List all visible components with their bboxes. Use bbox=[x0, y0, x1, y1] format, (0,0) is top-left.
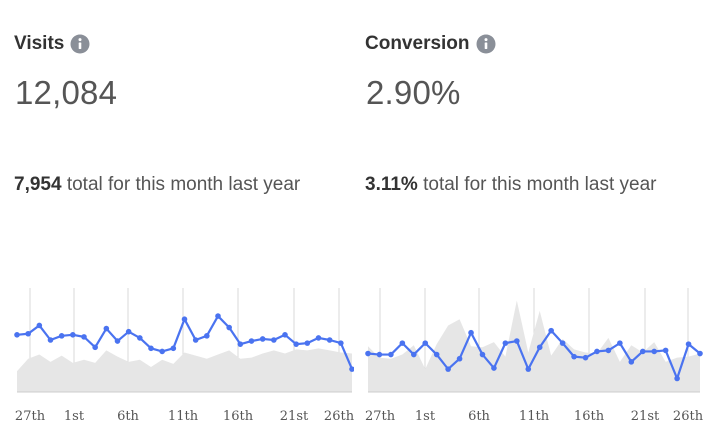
data-point bbox=[125, 328, 132, 335]
data-point bbox=[536, 344, 543, 351]
data-point bbox=[148, 345, 154, 352]
visits-sparkline-svg: 27th 1st 6th 11th 16th 21st 26th bbox=[14, 288, 355, 424]
data-point bbox=[271, 337, 277, 343]
data-point bbox=[248, 338, 255, 344]
data-point bbox=[433, 351, 440, 358]
data-point bbox=[237, 341, 244, 347]
visits-compare-value: 7,954 bbox=[14, 174, 62, 195]
data-point bbox=[582, 354, 589, 361]
visits-sparkline-chart[interactable]: 27th 1st 6th 11th 16th 21st 26th bbox=[14, 280, 355, 430]
data-point bbox=[388, 351, 394, 358]
data-point bbox=[479, 351, 486, 358]
x-tick-label: 11th bbox=[519, 409, 550, 424]
data-point bbox=[514, 338, 520, 344]
visits-value: 12,084 bbox=[15, 74, 118, 111]
data-point bbox=[571, 353, 577, 360]
data-point bbox=[36, 322, 43, 329]
data-point bbox=[14, 332, 20, 338]
info-icon[interactable] bbox=[476, 34, 496, 54]
conversion-compare-text: total for this month last year bbox=[417, 174, 657, 195]
data-point bbox=[159, 348, 165, 355]
conversion-sparkline-chart[interactable]: 27th 1st 6th 11th 16th 21st 26th bbox=[365, 280, 716, 430]
data-point bbox=[502, 340, 509, 346]
data-point bbox=[81, 334, 87, 340]
data-point bbox=[468, 329, 474, 336]
data-point bbox=[639, 348, 646, 355]
conversion-value: 2.90% bbox=[366, 74, 461, 111]
x-tick-label: 26th bbox=[673, 409, 704, 424]
data-point bbox=[192, 337, 199, 343]
data-point bbox=[282, 332, 288, 338]
visits-compare-text: total for this month last year bbox=[61, 174, 301, 195]
data-point bbox=[365, 350, 371, 357]
x-tick-label: 21st bbox=[631, 409, 660, 424]
x-tick-label: 6th bbox=[117, 409, 139, 424]
conversion-compare: 3.11% total for this month last year bbox=[365, 166, 705, 204]
data-point bbox=[304, 340, 311, 346]
data-point bbox=[338, 340, 344, 346]
data-point bbox=[697, 350, 703, 357]
conversion-title: Conversion bbox=[365, 33, 470, 54]
visits-compare: 7,954 total for this month last year bbox=[14, 166, 354, 204]
visits-card: Visits 12,084 7,954 total for this month… bbox=[14, 0, 355, 441]
x-tick-label: 26th bbox=[324, 409, 354, 424]
x-tick-label: 1st bbox=[415, 409, 436, 424]
conversion-sparkline-svg: 27th 1st 6th 11th 16th 21st 26th bbox=[365, 288, 704, 424]
data-point bbox=[25, 330, 31, 337]
data-point bbox=[259, 336, 266, 342]
x-tick-label: 1st bbox=[64, 409, 85, 424]
data-point bbox=[456, 355, 463, 362]
x-tick-label: 16th bbox=[223, 409, 254, 424]
data-point bbox=[422, 340, 429, 346]
data-point bbox=[594, 348, 600, 355]
comparison-area bbox=[368, 300, 700, 392]
data-point bbox=[605, 347, 612, 354]
data-point bbox=[674, 375, 680, 382]
data-point bbox=[548, 327, 554, 334]
data-point bbox=[293, 341, 299, 347]
data-point bbox=[410, 351, 417, 358]
x-tick-label: 16th bbox=[574, 409, 605, 424]
x-tick-label: 11th bbox=[168, 409, 199, 424]
data-point bbox=[491, 365, 497, 371]
visits-title-row: Visits bbox=[14, 30, 90, 58]
data-point bbox=[525, 366, 532, 372]
data-point bbox=[181, 316, 188, 322]
data-point bbox=[137, 335, 143, 341]
comparison-area bbox=[17, 348, 352, 392]
conversion-compare-value: 3.11% bbox=[365, 174, 418, 195]
info-icon[interactable] bbox=[70, 34, 90, 54]
data-point bbox=[651, 348, 658, 355]
x-tick-label: 21st bbox=[280, 409, 309, 424]
data-point bbox=[685, 341, 692, 347]
data-point bbox=[92, 344, 98, 351]
x-tick-label: 6th bbox=[468, 409, 490, 424]
data-point bbox=[326, 337, 333, 343]
data-point bbox=[204, 333, 210, 339]
data-point bbox=[315, 335, 322, 341]
data-point bbox=[617, 340, 623, 346]
data-point bbox=[628, 359, 635, 365]
visits-title: Visits bbox=[14, 33, 65, 54]
data-point bbox=[114, 338, 121, 344]
x-tick-label: 27th bbox=[365, 409, 396, 424]
data-point bbox=[215, 313, 221, 319]
data-point bbox=[445, 366, 451, 372]
data-point bbox=[399, 340, 406, 346]
conversion-title-row: Conversion bbox=[365, 30, 496, 58]
data-point bbox=[376, 351, 383, 358]
x-tick-label: 27th bbox=[15, 409, 46, 424]
data-point bbox=[58, 333, 65, 339]
data-point bbox=[226, 324, 232, 331]
data-point bbox=[349, 366, 355, 372]
data-point bbox=[559, 340, 566, 346]
data-point bbox=[47, 337, 54, 343]
data-point bbox=[70, 332, 76, 338]
data-point bbox=[662, 347, 669, 354]
conversion-card: Conversion 2.90% 3.11% total for this mo… bbox=[365, 0, 716, 441]
data-point bbox=[170, 345, 177, 352]
data-point bbox=[103, 325, 110, 332]
